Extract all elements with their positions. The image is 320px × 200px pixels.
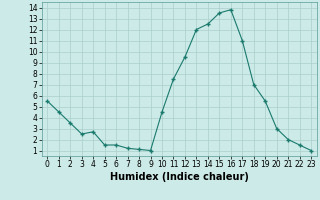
X-axis label: Humidex (Indice chaleur): Humidex (Indice chaleur): [110, 172, 249, 182]
